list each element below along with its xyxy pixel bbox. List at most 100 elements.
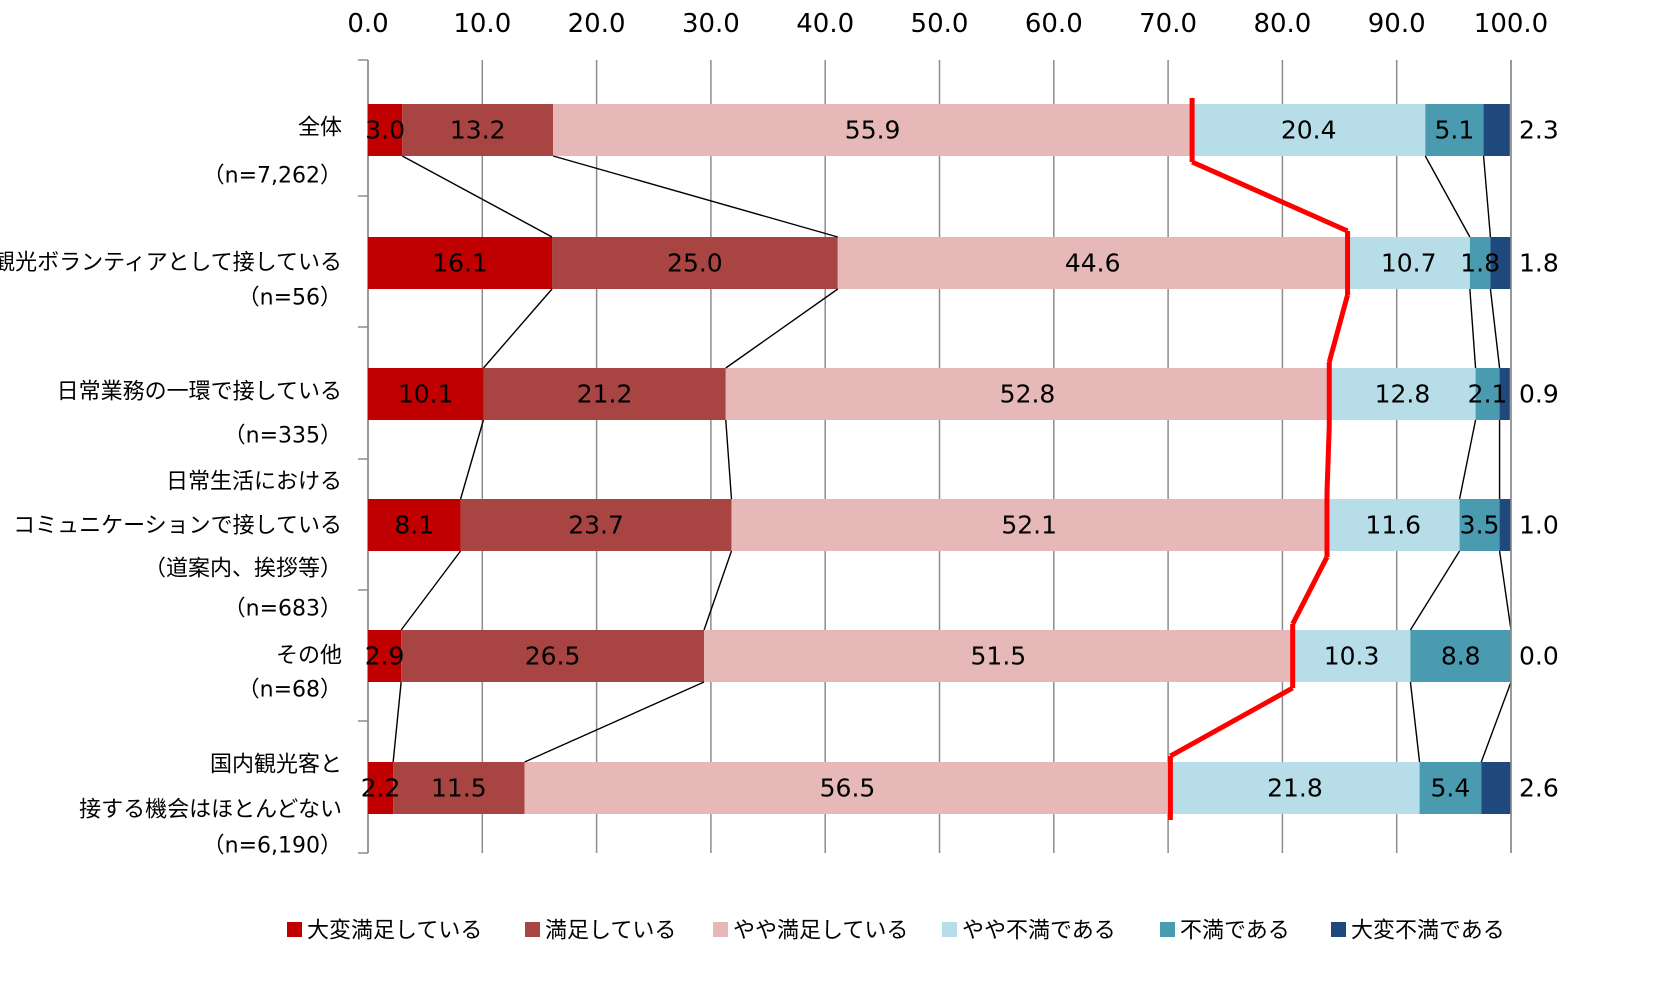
bar-segment: [1469, 237, 1491, 289]
x-tick-label: 100.0: [1474, 9, 1548, 39]
data-label: 10.3: [1324, 642, 1380, 671]
category-label: 接する機会はほとんどない: [79, 798, 342, 823]
legend-swatch: [1160, 922, 1175, 937]
category-label: （n=68）: [238, 678, 342, 703]
series-line: [459, 419, 485, 500]
data-label: 3.0: [365, 116, 405, 145]
series-line: [1409, 681, 1421, 763]
series-line: [1409, 550, 1461, 631]
data-label: 2.3: [1519, 116, 1559, 145]
series-line: [401, 155, 553, 238]
series-line: [400, 550, 462, 631]
data-label: 2.2: [361, 774, 401, 803]
series-line: [725, 288, 839, 369]
bar-segment: [368, 368, 484, 420]
data-label: 2.9: [365, 642, 405, 671]
category-label: 日常業務の一環で接している: [57, 380, 342, 405]
data-labels: 3.0 13.2 55.9 20.4 5.1 2.3 16.1 25.0 44.6 10.7 1.8…: [361, 116, 1559, 803]
data-label: 1.8: [1519, 249, 1559, 278]
series-line: [725, 419, 733, 500]
category-label: コミュニケーションで接している: [13, 514, 342, 539]
data-label: 1.0: [1519, 511, 1559, 540]
legend-label: やや不満である: [962, 919, 1116, 944]
x-tick-label: 60.0: [1025, 9, 1083, 39]
data-label: 0.9: [1519, 380, 1559, 409]
data-label: 23.7: [568, 511, 624, 540]
data-label: 55.9: [845, 116, 901, 145]
data-label: 3.5: [1460, 511, 1500, 540]
x-tick-label: 70.0: [1139, 9, 1197, 39]
bar-segment: [553, 104, 1193, 156]
data-label: 26.5: [525, 642, 581, 671]
bar-segment: [1481, 762, 1511, 814]
legend-label: 不満である: [1180, 919, 1290, 944]
bar-segment: [1192, 104, 1426, 156]
bar-segment: [1347, 237, 1470, 289]
category-label: （n=683）: [224, 597, 342, 622]
legend-label: やや満足している: [733, 919, 908, 944]
data-label: 21.2: [577, 380, 633, 409]
bar-segment: [368, 630, 402, 682]
data-label: 10.7: [1381, 249, 1437, 278]
data-label: 44.6: [1065, 249, 1121, 278]
bar-segment: [368, 762, 394, 814]
series-line: [392, 681, 402, 763]
data-label: 52.1: [1001, 511, 1057, 540]
category-label: 観光ボランティアとして接している: [0, 251, 342, 276]
bar-segment: [704, 630, 1293, 682]
bar-segment: [1499, 368, 1510, 420]
bar-segment: [731, 499, 1327, 551]
data-label: 16.1: [432, 249, 488, 278]
boundary-line-segment: [1326, 294, 1350, 363]
bar-segment: [1499, 499, 1511, 551]
bar-segment: [552, 237, 838, 289]
data-label: 56.5: [820, 774, 876, 803]
boundary-line-segment: [1169, 685, 1294, 759]
bar-segment: [1490, 237, 1511, 289]
x-tick-label: 30.0: [682, 9, 740, 39]
data-label: 2.1: [1468, 380, 1508, 409]
legend-swatch: [287, 922, 302, 937]
bar-segment: [393, 762, 525, 814]
bar-segment: [725, 368, 1330, 420]
data-label: 11.6: [1365, 511, 1421, 540]
bar-segment: [1329, 368, 1476, 420]
bar-segment: [837, 237, 1348, 289]
x-tick-label: 10.0: [453, 9, 511, 39]
series-line: [482, 288, 553, 369]
bar-segment: [368, 104, 403, 156]
boundary-line-segment: [1290, 555, 1330, 626]
category-label: その他: [276, 644, 342, 669]
category-label: 日常生活における: [166, 470, 342, 495]
legend: 大変満足している 満足している やや満足している やや不満である 不満である 大変不満であ…: [287, 919, 1505, 944]
bar-segment: [368, 499, 461, 551]
bar-segment: [524, 762, 1171, 814]
data-label: 0.0: [1519, 642, 1559, 671]
data-label: 21.8: [1267, 774, 1323, 803]
data-label: 51.5: [971, 642, 1027, 671]
data-label: 10.1: [398, 380, 454, 409]
series-line: [703, 550, 733, 631]
bar-segment: [1410, 630, 1511, 682]
series-line: [1469, 288, 1477, 369]
legend-swatch: [525, 922, 540, 937]
bar-segment: [1475, 368, 1500, 420]
legend-label: 大変満足している: [307, 919, 482, 944]
series-line: [1482, 155, 1492, 238]
boundary-line-segment: [1324, 425, 1332, 494]
data-label: 20.4: [1281, 116, 1337, 145]
bar-segment: [402, 104, 554, 156]
bars: [368, 104, 1511, 814]
series-line: [1489, 288, 1501, 369]
bar-segment: [460, 499, 732, 551]
data-label: 5.4: [1431, 774, 1471, 803]
data-label: 8.1: [394, 511, 434, 540]
data-label: 13.2: [450, 116, 506, 145]
bar-segment: [1326, 499, 1460, 551]
data-label: 25.0: [667, 249, 723, 278]
series-line: [1424, 155, 1471, 238]
series-line: [524, 681, 705, 763]
x-tick-label: 90.0: [1368, 9, 1426, 39]
bar-segment: [1459, 499, 1500, 551]
